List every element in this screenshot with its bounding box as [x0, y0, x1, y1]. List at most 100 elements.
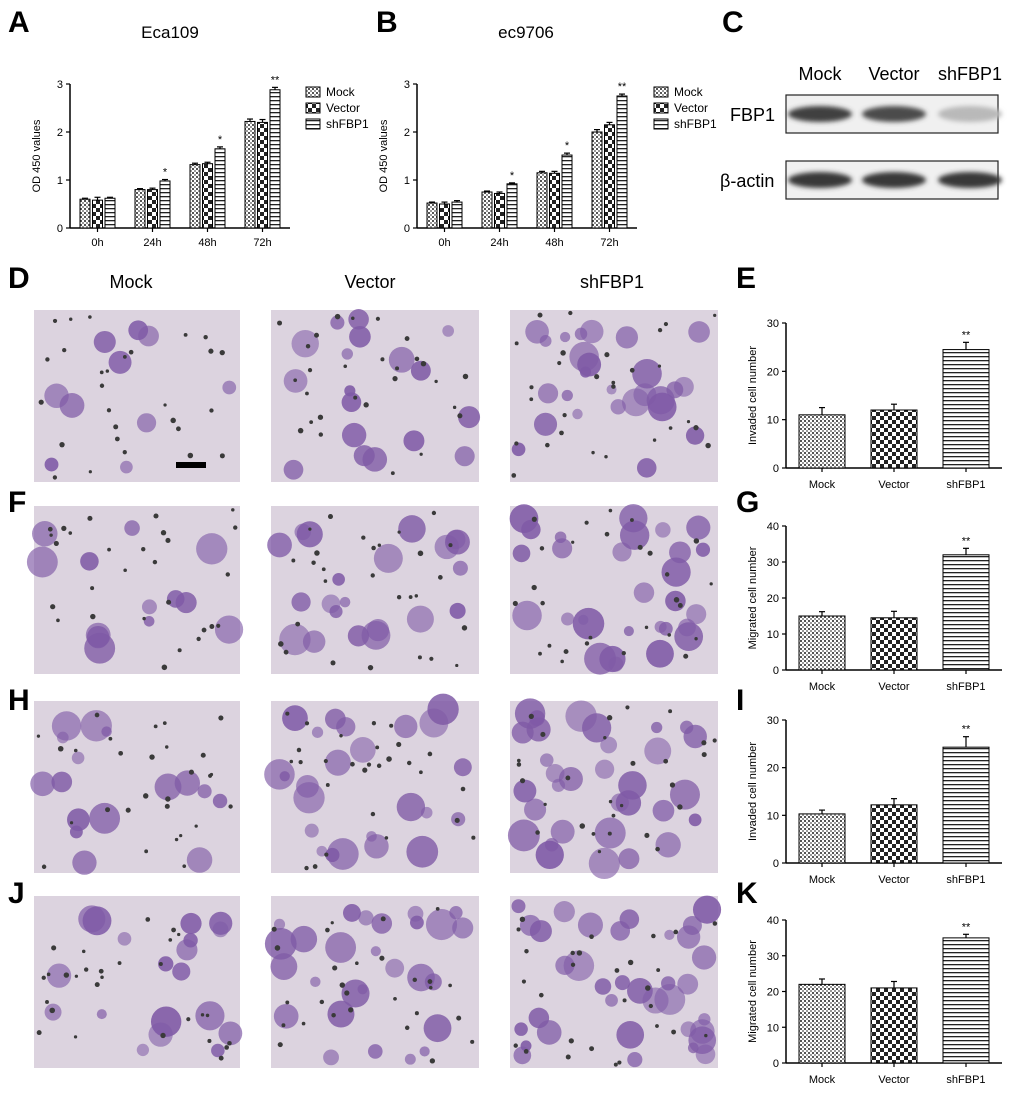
membrane-pore	[456, 1015, 462, 1021]
membrane-pore	[324, 852, 329, 857]
membrane-pore	[622, 998, 627, 1003]
stained-cell	[677, 973, 699, 995]
bar	[451, 201, 463, 229]
membrane-pore	[429, 656, 434, 661]
membrane-pore	[296, 747, 302, 753]
stained-cell	[452, 560, 468, 576]
membrane-pore	[608, 508, 613, 513]
y-tick-label: 0	[57, 223, 63, 235]
membrane-pore	[128, 349, 134, 355]
membrane-pore	[570, 962, 576, 967]
membrane-pore	[434, 379, 438, 384]
bar	[189, 164, 201, 229]
legend-label: Mock	[674, 85, 704, 99]
significance-marker: *	[163, 167, 168, 179]
stained-cell	[406, 605, 434, 633]
membrane-pore	[225, 572, 230, 577]
x-tick-label: Vector	[878, 479, 910, 491]
membrane-pore	[664, 572, 670, 577]
membrane-pore	[160, 1032, 166, 1039]
membrane-pore	[59, 441, 65, 448]
membrane-pore	[114, 436, 120, 442]
membrane-pore	[397, 530, 401, 534]
chart-panel-i: 0 10 20 30 Invaded cell number Mock Vector shFB…	[747, 715, 1002, 886]
significance-marker: *	[218, 134, 223, 146]
membrane-pore	[367, 664, 374, 671]
membrane-pore	[304, 865, 309, 871]
y-axis-label: Invaded cell number	[747, 742, 759, 841]
stained-cell	[577, 352, 602, 377]
membrane-pore	[165, 796, 171, 802]
membrane-pore	[117, 961, 122, 965]
y-tick-label: 3	[404, 79, 410, 91]
stained-cell	[93, 330, 116, 353]
x-tick-label: Vector	[878, 874, 910, 886]
stained-cell	[218, 1021, 243, 1046]
membrane-pore	[419, 770, 423, 775]
stained-cell	[642, 987, 669, 1014]
stained-cell	[410, 915, 424, 930]
stained-cell	[332, 573, 345, 586]
membrane-pore	[219, 453, 225, 459]
stained-cell	[350, 737, 376, 763]
membrane-pore	[584, 520, 589, 525]
stained-cell	[327, 838, 359, 870]
bar	[798, 615, 846, 671]
membrane-pore	[611, 813, 616, 818]
membrane-pore	[201, 627, 207, 633]
membrane-pore	[208, 773, 213, 778]
stained-cell	[344, 385, 356, 397]
stained-cell	[553, 901, 575, 923]
membrane-pore	[560, 659, 564, 664]
membrane-pore	[277, 1042, 283, 1048]
membrane-pore	[584, 641, 590, 646]
membrane-pore	[370, 811, 376, 817]
membrane-pore	[531, 584, 537, 591]
membrane-pore	[712, 921, 718, 926]
y-tick-label: 20	[767, 366, 779, 378]
stained-cell	[669, 541, 691, 564]
membrane-pore	[557, 360, 562, 366]
stained-cell	[341, 348, 353, 360]
membrane-pore	[437, 575, 443, 580]
membrane-pore	[380, 357, 385, 362]
stained-cell	[51, 711, 82, 741]
stained-cell	[686, 604, 707, 625]
membrane-pore	[196, 636, 201, 642]
membrane-pore	[51, 945, 57, 951]
membrane-pore	[371, 545, 376, 551]
membrane-pore	[362, 767, 368, 773]
stained-cell	[509, 504, 539, 533]
membrane-pore	[231, 508, 235, 512]
membrane-pore	[141, 546, 146, 552]
stained-cell	[632, 358, 662, 389]
bar	[257, 121, 268, 229]
stained-cell	[71, 751, 85, 765]
membrane-pore	[41, 975, 46, 980]
y-axis-label: Migrated cell number	[747, 940, 759, 1043]
membrane-pore	[514, 441, 519, 446]
panel-label-i: I	[736, 684, 744, 717]
membrane-pore	[68, 531, 73, 535]
membrane-pore	[545, 442, 550, 448]
membrane-pore	[205, 1013, 210, 1018]
stained-cell	[341, 422, 367, 448]
membrane-pore	[49, 533, 53, 537]
stained-cell	[273, 1003, 299, 1029]
membrane-pore	[645, 985, 651, 991]
stained-cell	[404, 1053, 416, 1065]
y-tick-label: 0	[773, 463, 779, 475]
chart-title: Eca109	[141, 23, 199, 42]
stained-cell	[539, 335, 552, 347]
membrane-pore	[295, 621, 301, 627]
western-blot: Mock Vector shFBP1 FBP1 β-actin	[720, 64, 1002, 200]
membrane-pore	[384, 836, 389, 840]
stained-cell	[370, 946, 381, 957]
stained-cell	[544, 837, 559, 852]
stained-cell	[290, 925, 318, 953]
membrane-pore	[63, 972, 70, 978]
stained-cell	[407, 963, 435, 992]
bar	[439, 203, 450, 229]
membrane-pore	[45, 357, 50, 362]
chart-panel-g: 0 10 20 30 40 Migrated cell number Mock Vector s…	[747, 521, 1002, 693]
